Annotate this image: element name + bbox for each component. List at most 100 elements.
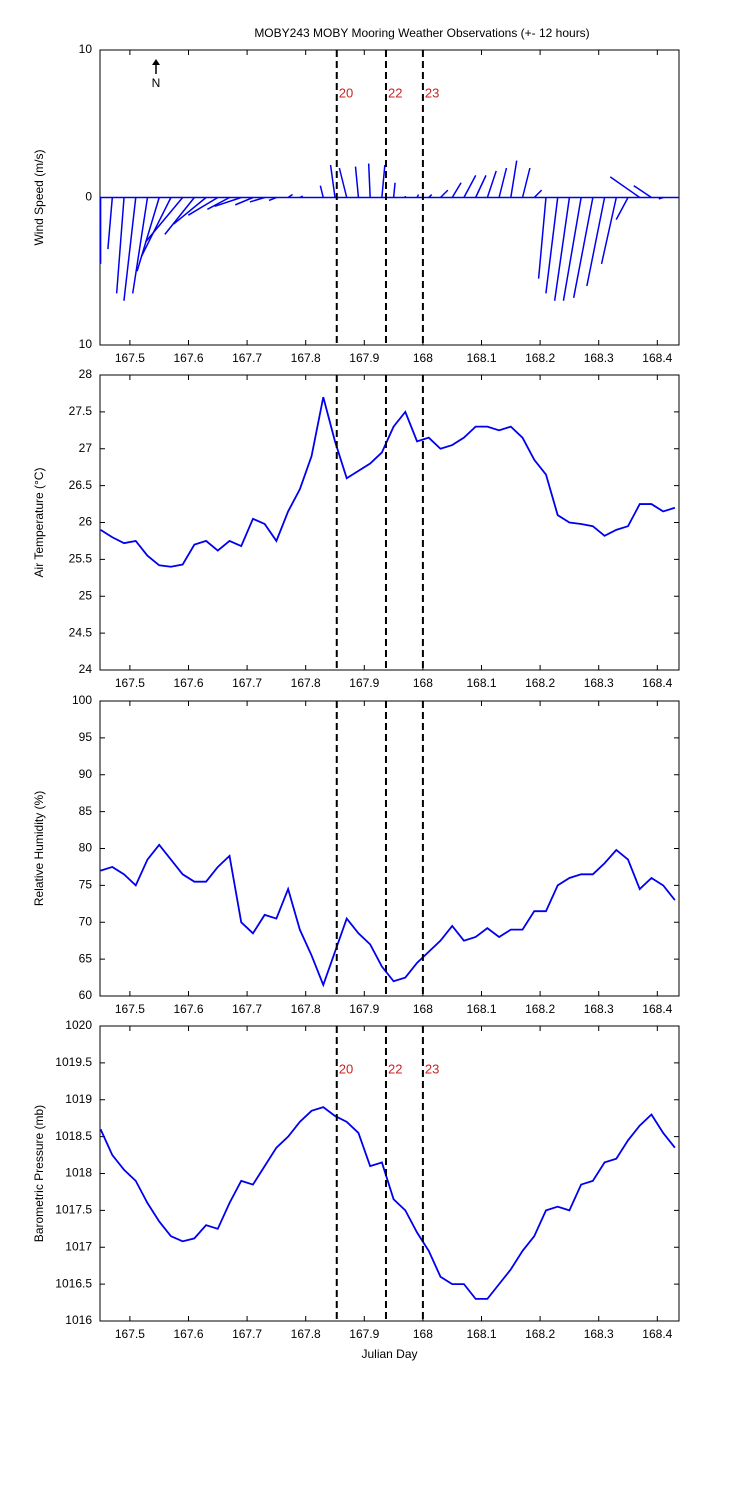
y-tick-label: 27.5: [69, 404, 93, 418]
y-tick-label: 0: [85, 190, 92, 204]
wind-stick: [136, 197, 160, 272]
wind-stick: [338, 167, 348, 198]
x-tick-label: 167.8: [291, 1002, 321, 1016]
x-tick-label: 167.9: [349, 1002, 379, 1016]
y-tick-label: 1018: [65, 1166, 92, 1180]
x-tick-label: 167.6: [173, 351, 203, 365]
x-tick-label: 167.5: [115, 351, 145, 365]
x-tick-label: 167.8: [291, 676, 321, 690]
x-tick-label: 168.1: [466, 1002, 496, 1016]
wind-stick: [329, 164, 336, 198]
x-tick-label: 167.8: [291, 351, 321, 365]
wind-stick: [428, 194, 433, 199]
y-tick-label: 24.5: [69, 625, 93, 639]
wind-stick: [123, 197, 137, 301]
x-tick-label: 167.6: [173, 1002, 203, 1016]
wind-stick: [600, 197, 618, 265]
marker-label: 20: [339, 1061, 353, 1076]
x-tick-label: 167.7: [232, 1327, 262, 1341]
y-tick-label: 1017.5: [55, 1203, 92, 1217]
x-axis-label: Julian Day: [361, 1347, 417, 1361]
x-tick-label: 167.7: [232, 351, 262, 365]
x-tick-label: 168.3: [584, 676, 614, 690]
wind-stick: [107, 197, 114, 250]
wind-stick: [545, 197, 559, 294]
x-tick-label: 167.6: [173, 676, 203, 690]
wind-stick: [463, 175, 477, 198]
wind-stick: [521, 167, 531, 198]
x-tick-label: 168: [413, 1327, 433, 1341]
y-axis-label: Air Temperature (°C): [32, 468, 46, 578]
x-tick-label: 168.2: [525, 676, 555, 690]
north-label: N: [152, 76, 161, 90]
y-axis-label: Barometric Pressure (mb): [32, 1105, 46, 1242]
wind-stick: [498, 167, 508, 198]
data-line: [100, 843, 676, 988]
y-tick-label: 60: [79, 988, 93, 1002]
y-tick-label: 1018.5: [55, 1129, 92, 1143]
wind-stick: [486, 170, 497, 198]
wind-stick: [354, 166, 360, 198]
y-tick-label: 100: [72, 693, 92, 707]
x-tick-label: 167.9: [349, 676, 379, 690]
y-tick-label: 80: [79, 841, 93, 855]
x-tick-label: 167.7: [232, 676, 262, 690]
wind-stick: [381, 164, 386, 198]
wind-stick: [392, 182, 396, 198]
y-axis-label: Wind Speed (m/s): [32, 149, 46, 245]
wind-stick: [131, 197, 149, 294]
wind-stick: [615, 197, 629, 220]
y-tick-label: 85: [79, 804, 93, 818]
y-tick-label: 26: [79, 515, 93, 529]
wind-stick: [115, 197, 125, 294]
x-tick-label: 168.2: [525, 351, 555, 365]
y-tick-label: 1020: [65, 1018, 92, 1032]
plot-frame: [99, 1025, 680, 1322]
x-tick-label: 167.8: [291, 1327, 321, 1341]
wind-stick: [287, 193, 293, 199]
data-line: [99, 1106, 676, 1300]
x-tick-label: 168: [413, 676, 433, 690]
x-tick-label: 168.4: [642, 351, 672, 365]
wind-stick: [164, 197, 195, 235]
x-tick-label: 168.4: [642, 676, 672, 690]
x-tick-label: 167.5: [115, 1327, 145, 1341]
x-tick-label: 168.2: [525, 1327, 555, 1341]
wind-stick: [319, 185, 325, 198]
x-tick-label: 168: [413, 1002, 433, 1016]
y-tick-label: 1019: [65, 1092, 92, 1106]
y-tick-label: 90: [79, 767, 93, 781]
marker-label: 23: [425, 1061, 439, 1076]
wind-stick: [537, 197, 547, 279]
x-tick-label: 167.9: [349, 351, 379, 365]
y-tick-label: 25.5: [69, 552, 93, 566]
x-tick-label: 168.1: [466, 1327, 496, 1341]
y-tick-label: 24: [79, 662, 93, 676]
plot-frame: [99, 700, 680, 997]
wind-stick: [249, 196, 265, 203]
y-tick-label: 26.5: [69, 478, 93, 492]
wind-stick: [234, 196, 254, 206]
wind-stick: [268, 196, 277, 202]
wind-stick: [173, 196, 207, 225]
y-tick-label: 70: [79, 914, 93, 928]
y-tick-label: 75: [79, 878, 93, 892]
x-tick-label: 167.5: [115, 676, 145, 690]
y-tick-label: 27: [79, 441, 93, 455]
wind-stick: [553, 197, 571, 301]
wind-stick: [140, 197, 172, 257]
y-tick-label: 95: [79, 730, 93, 744]
wind-stick: [214, 196, 242, 208]
wind-stick: [439, 189, 449, 199]
wind-stick: [451, 182, 462, 198]
y-tick-label: 1017: [65, 1239, 92, 1253]
marker-label: 22: [388, 85, 402, 100]
y-tick-label: 28: [79, 367, 93, 381]
x-tick-label: 167.9: [349, 1327, 379, 1341]
wind-stick: [416, 194, 420, 198]
x-tick-label: 168.4: [642, 1327, 672, 1341]
x-tick-label: 167.6: [173, 1327, 203, 1341]
north-arrow-head: [152, 59, 160, 65]
y-tick-label: 65: [79, 951, 93, 965]
